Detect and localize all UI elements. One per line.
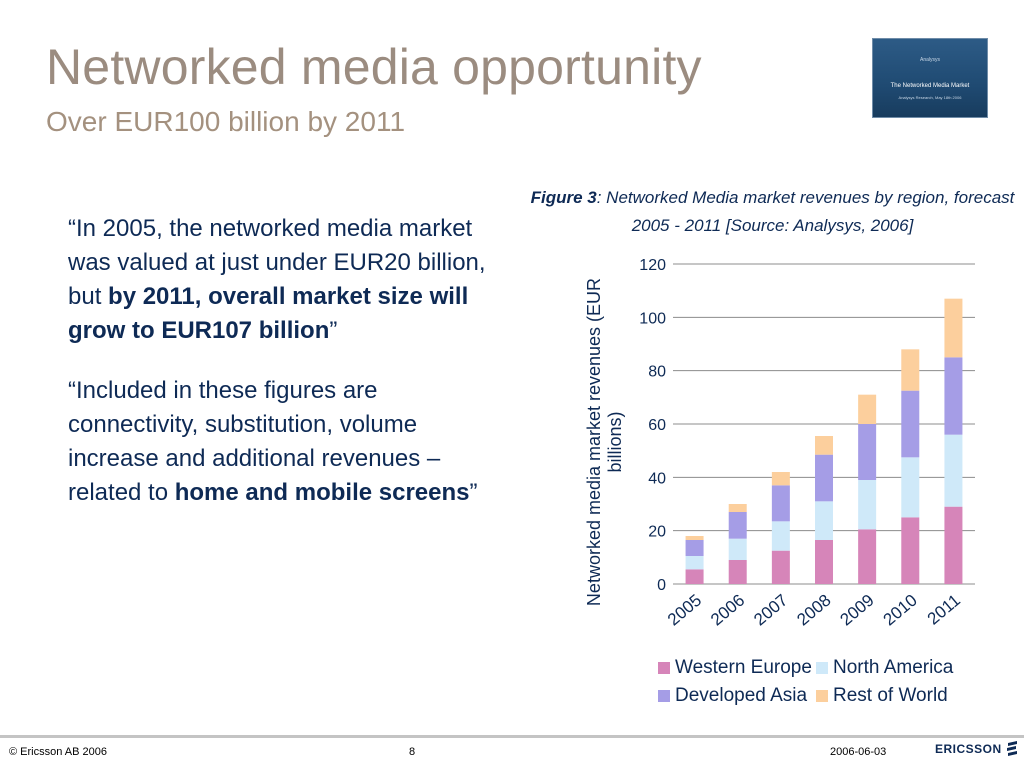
legend-swatch [658,662,670,674]
bar-segment [944,506,963,584]
bar-segment [901,349,920,391]
bar-segment [685,556,704,570]
figure-caption: Figure 3: Networked Media market revenue… [525,184,1020,240]
footer-page-number: 8 [409,746,416,758]
bar-segment [901,517,920,584]
bar-segment [815,501,833,540]
thumbnail-logo: Analysys [919,57,940,63]
bar-segment [728,560,747,584]
quote-item: “In 2005, the networked media market was… [68,212,488,348]
y-tick-label: 20 [648,524,666,541]
bar-segment [815,436,833,455]
quote-emphasis: home and mobile screens [174,479,470,506]
bar-segment [728,512,747,539]
y-tick-label: 80 [648,364,666,381]
x-tick-label: 2009 [837,591,878,630]
bar-segment [728,538,747,560]
x-tick-label: 2006 [707,591,748,630]
bar-segment [685,540,704,556]
legend-item-developed-asia: Developed Asia [658,685,807,707]
y-tick-label: 40 [648,470,666,487]
legend-label: Developed Asia [675,685,808,706]
bar-segment [771,485,790,522]
legend-label: North America [833,657,954,678]
legend-label: Western Europe [675,657,812,678]
y-tick-label: 60 [648,417,666,434]
quote-close: ” [469,479,478,506]
legend-swatch [816,690,828,702]
quote-close: ” [329,317,338,344]
x-tick-label: 2007 [750,591,791,630]
slide-subtitle: Over EUR100 billion by 2011 [46,106,406,137]
bar-segment [728,504,747,512]
bar-segment [858,394,877,424]
ericsson-logo: ERICSSON [935,741,1018,757]
ericsson-mark-icon [1006,741,1017,756]
x-tick-label: 2005 [664,591,705,630]
legend-item-north-america: North America [816,657,953,679]
thumbnail-subline: Analysys Research, May 18th 2006 [898,95,962,100]
bar-segment [901,390,920,458]
bar-segment [858,529,877,584]
figure-caption-text: : Networked Media market revenues by reg… [596,188,1015,235]
footer-copyright: © Ericsson AB 2006 [9,746,107,758]
stacked-bar-chart: 0 20 40 60 80 100 120 2005 2006 2007 2008 2009 2010 2… [584,257,975,630]
bar-segment [685,536,704,540]
bar-segment [771,472,790,486]
x-tick-label: 2008 [793,591,834,630]
y-tick-label: 120 [639,257,666,274]
footer-divider [0,735,1024,738]
quote-item: “Included in these figures are connectiv… [68,374,488,510]
bar-segment [858,480,877,530]
figure-label: Figure 3 [530,188,597,207]
bar-segment [771,550,790,584]
thumbnail-title: The Networked Media Market [890,83,970,89]
bar-segment [858,424,877,480]
y-axis-title: Networked media market revenues (EURbill… [584,278,625,606]
brand-wordmark: ERICSSON [935,742,1002,756]
quote-list: “In 2005, the networked media market was… [68,212,488,536]
quote-emphasis: by 2011, overall market size will grow t… [68,283,469,344]
bar-segment [815,454,833,502]
quote-text: “Included in these figures are connectiv… [68,377,441,506]
report-cover-thumbnail: Analysys The Networked Media Market Anal… [872,38,988,118]
legend-swatch [658,690,670,702]
footer-date: 2006-06-03 [830,746,887,758]
legend-swatch [816,662,828,674]
y-tick-label: 0 [657,577,666,594]
legend-item-rest-of-world: Rest of World [816,685,948,707]
quote-text: “In 2005, the networked media market was… [68,215,486,310]
bar-segment [944,298,963,358]
slide-title: Networked media opportunity [46,39,702,95]
y-tick-label: 100 [639,310,666,327]
bar-segment [815,540,833,584]
x-tick-label: 2011 [924,591,964,629]
bar-segment [901,457,920,518]
bar-segment [771,521,790,551]
legend-label: Rest of World [833,685,948,706]
x-tick-label: 2010 [880,591,921,630]
bar-segment [944,434,963,507]
legend-item-western-europe: Western Europe [658,657,812,679]
bar-segment [685,569,704,584]
bar-segment [944,357,963,435]
